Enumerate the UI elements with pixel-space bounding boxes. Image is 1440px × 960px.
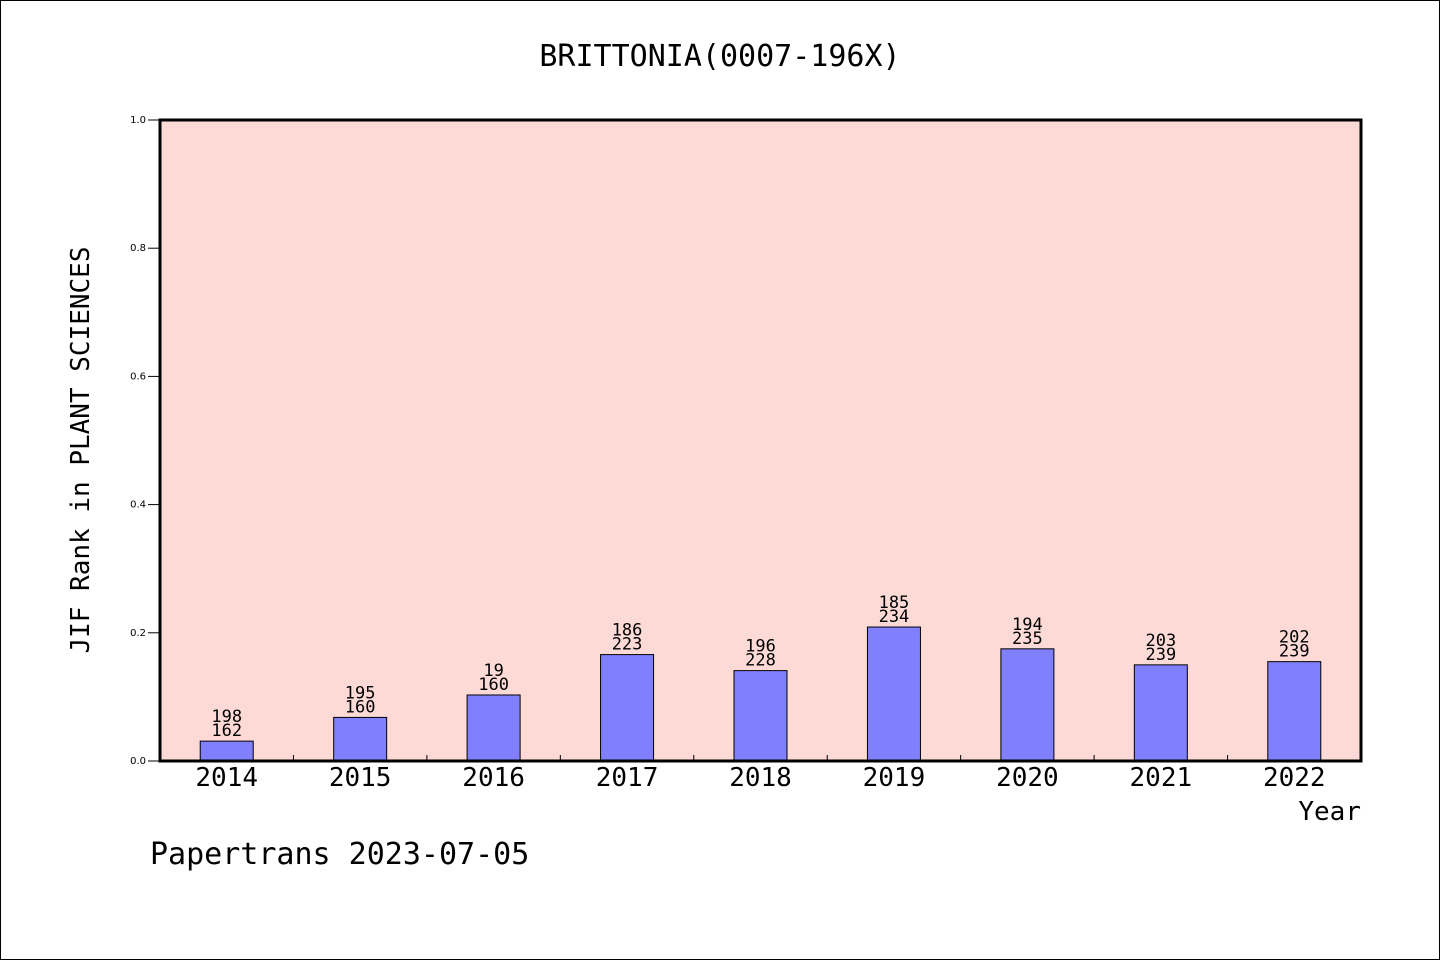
- x-axis: 2014 2015 2016 2017 2018 2019 2020 2021 2022: [195, 755, 1326, 793]
- bar-label-total: 234: [879, 607, 910, 627]
- bar: [600, 654, 655, 762]
- bar: [199, 740, 254, 762]
- y-tick-label: 0.6: [130, 371, 146, 382]
- bar: [1000, 648, 1055, 762]
- bar-label-rank: 202: [1279, 628, 1310, 648]
- bar-label-total: 162: [211, 721, 242, 741]
- y-tick-label: 0.0: [130, 756, 146, 767]
- bar-label-rank: 198: [211, 707, 242, 727]
- bar-label-total: 239: [1145, 645, 1176, 665]
- y-tick-label: 0.4: [130, 500, 146, 511]
- x-tick-label: 2022: [1263, 763, 1326, 793]
- bar: [733, 670, 788, 762]
- x-tick-label: 2016: [462, 763, 525, 793]
- y-tick-label: 0.2: [130, 628, 146, 639]
- bar-label-total: 160: [478, 675, 509, 695]
- bar-label-rank: 195: [345, 683, 376, 703]
- bar: [1133, 664, 1188, 762]
- bar: [866, 626, 921, 762]
- y-tick-label: 0.8: [130, 243, 146, 254]
- bar-label-rank: 19: [483, 661, 503, 681]
- x-tick-label: 2014: [195, 763, 258, 793]
- x-tick-label: 2020: [996, 763, 1059, 793]
- bar-label-total: 223: [612, 635, 643, 655]
- bar-label-total: 239: [1279, 642, 1310, 662]
- x-tick-label: 2021: [1130, 763, 1193, 793]
- bar-label-rank: 186: [612, 621, 643, 641]
- chart-title: BRITTONIA(0007-196X): [539, 39, 900, 74]
- bar: [333, 716, 388, 762]
- y-axis-label: JIF Rank in PLANT SCIENCES: [66, 247, 96, 654]
- y-axis: 0.0 0.2 0.4 0.6 0.8 1.0: [130, 115, 160, 767]
- bar-label-total: 160: [345, 697, 376, 717]
- plot-border: [158, 118, 1363, 763]
- bar: [1267, 661, 1322, 762]
- x-tick-label: 2015: [329, 763, 392, 793]
- bar-label-total: 228: [745, 651, 776, 671]
- x-axis-label: Year: [1298, 797, 1361, 827]
- x-tick-label: 2017: [596, 763, 659, 793]
- bar-series: [199, 626, 1322, 762]
- watermark-text: Papertrans 2023-07-05: [150, 837, 529, 872]
- y-tick-label: 1.0: [130, 115, 146, 126]
- plot-area: [160, 120, 1361, 761]
- x-tick-label: 2019: [863, 763, 926, 793]
- bar-label-total: 235: [1012, 629, 1043, 649]
- bar-label-rank: 203: [1145, 631, 1176, 651]
- x-tick-label: 2018: [729, 763, 792, 793]
- bar-label-rank: 196: [745, 637, 776, 657]
- bar-label-rank: 194: [1012, 615, 1043, 635]
- bar: [466, 694, 521, 762]
- bar-label-rank: 185: [879, 593, 910, 613]
